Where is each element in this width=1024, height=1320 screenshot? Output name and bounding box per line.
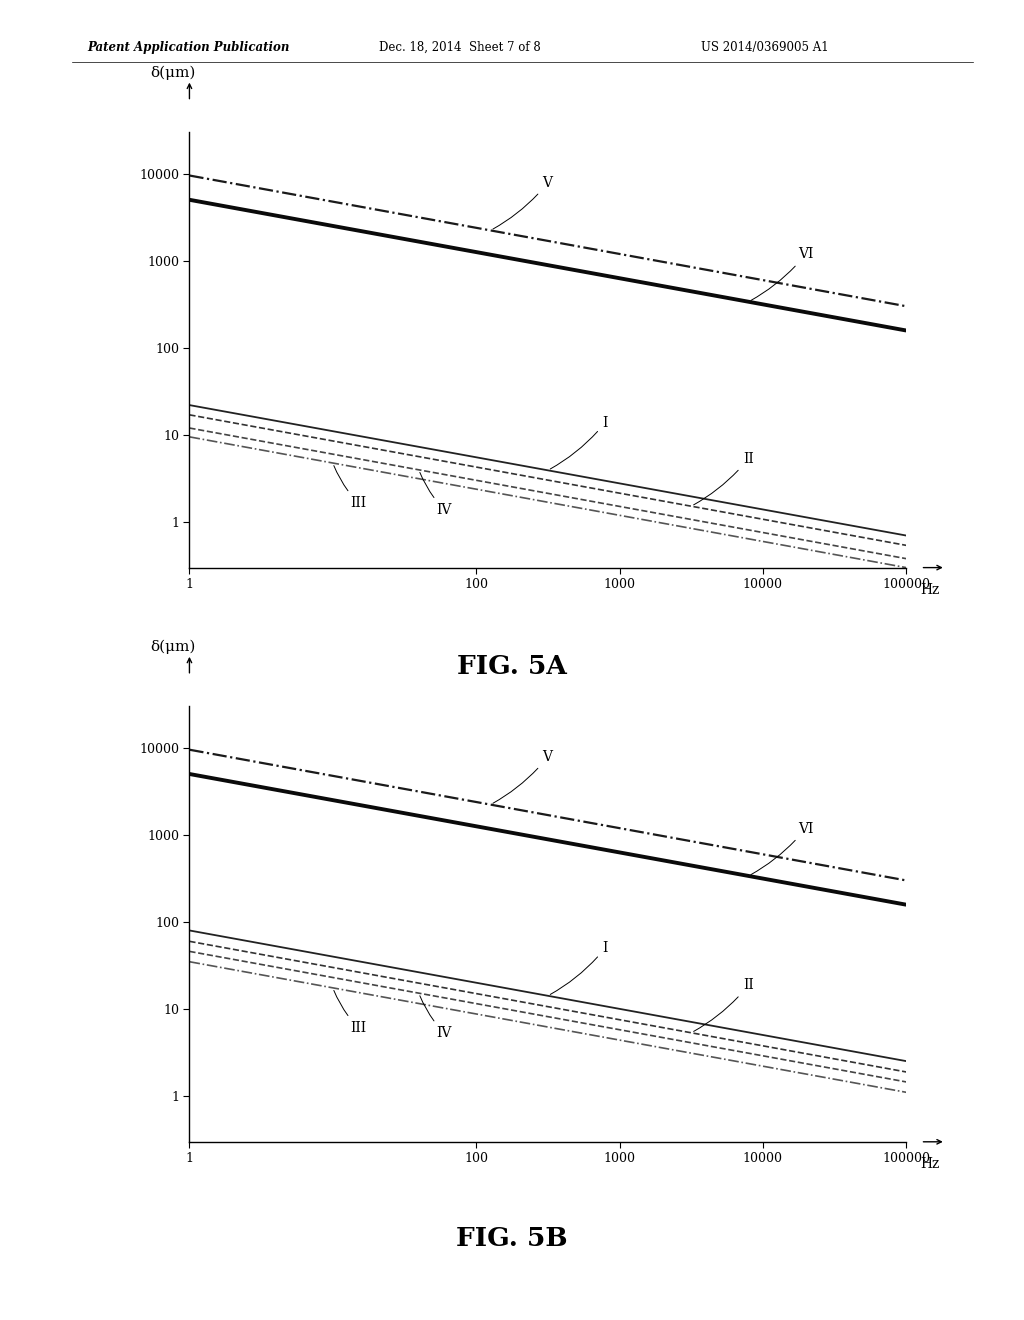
Text: IV: IV xyxy=(420,995,452,1040)
Text: δ(μm): δ(μm) xyxy=(150,639,196,653)
Text: I: I xyxy=(550,416,607,469)
Text: VI: VI xyxy=(751,821,813,875)
Text: US 2014/0369005 A1: US 2014/0369005 A1 xyxy=(701,41,829,54)
Text: II: II xyxy=(693,451,754,504)
Text: I: I xyxy=(550,941,607,994)
Text: Dec. 18, 2014  Sheet 7 of 8: Dec. 18, 2014 Sheet 7 of 8 xyxy=(379,41,541,54)
Text: Hz: Hz xyxy=(921,1158,940,1171)
Text: V: V xyxy=(493,176,553,230)
Text: III: III xyxy=(334,466,367,510)
Text: FIG. 5B: FIG. 5B xyxy=(456,1226,568,1250)
Text: Hz: Hz xyxy=(921,583,940,597)
Text: VI: VI xyxy=(751,247,813,301)
Text: FIG. 5A: FIG. 5A xyxy=(457,655,567,678)
Text: δ(μm): δ(μm) xyxy=(150,65,196,79)
Text: II: II xyxy=(693,978,754,1031)
Text: Patent Application Publication: Patent Application Publication xyxy=(87,41,290,54)
Text: III: III xyxy=(334,990,367,1035)
Text: IV: IV xyxy=(420,473,452,516)
Text: V: V xyxy=(493,750,553,804)
